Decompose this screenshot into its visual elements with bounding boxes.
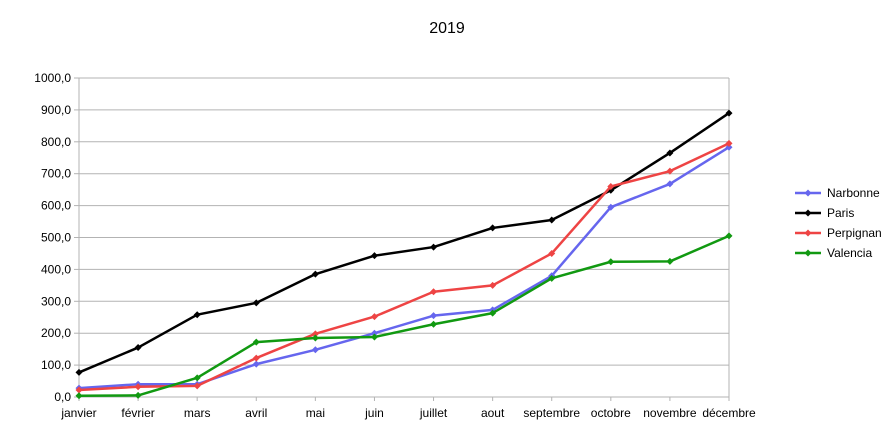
data-point-paris: [430, 243, 438, 251]
data-point-perpignan: [607, 182, 615, 190]
data-point-narbonne: [311, 346, 319, 354]
data-point-perpignan: [548, 249, 556, 257]
y-tick-label: 500,0: [41, 231, 71, 245]
x-tick-label: octobre: [591, 406, 631, 420]
data-point-paris: [193, 311, 201, 319]
data-point-valencia: [134, 391, 142, 399]
series-valencia: [75, 232, 733, 400]
y-tick-label: 1000,0: [34, 71, 71, 85]
data-point-narbonne: [252, 360, 260, 368]
data-point-valencia: [666, 257, 674, 265]
data-point-valencia: [311, 334, 319, 342]
y-tick-label: 600,0: [41, 199, 71, 213]
data-point-paris: [725, 109, 733, 117]
legend-entry-perpignan: Perpignan: [795, 226, 882, 240]
x-tick-label: décembre: [702, 406, 756, 420]
data-point-narbonne: [607, 203, 615, 211]
data-point-paris: [75, 368, 83, 376]
data-point-perpignan: [430, 288, 438, 296]
data-point-narbonne: [370, 329, 378, 337]
y-tick-label: 700,0: [41, 167, 71, 181]
series-paris: [75, 109, 733, 376]
legend-label: Paris: [827, 206, 854, 220]
data-point-paris: [311, 270, 319, 278]
data-point-valencia: [725, 232, 733, 240]
legend-entry-paris: Paris: [795, 206, 854, 220]
legend-entry-narbonne: Narbonne: [795, 186, 880, 200]
y-tick-label: 200,0: [41, 326, 71, 340]
legend-swatch-marker: [804, 249, 812, 257]
data-point-valencia: [252, 338, 260, 346]
data-point-perpignan: [666, 167, 674, 175]
data-point-valencia: [193, 374, 201, 382]
series-line-perpignan: [78, 142, 730, 392]
series-line-narbonne: [78, 146, 730, 390]
x-tick-label: janvier: [60, 406, 96, 420]
data-point-valencia: [548, 274, 556, 282]
data-point-perpignan: [252, 354, 260, 362]
y-tick-label: 900,0: [41, 103, 71, 117]
y-tick-label: 300,0: [41, 294, 71, 308]
legend-swatch-marker: [804, 209, 812, 217]
legend-label: Valencia: [827, 246, 872, 260]
data-point-perpignan: [75, 386, 83, 394]
chart-title: 2019: [429, 20, 465, 37]
x-tick-label: aout: [481, 406, 505, 420]
data-point-narbonne: [430, 312, 438, 320]
x-tick-label: septembre: [523, 406, 580, 420]
x-tick-label: avril: [245, 406, 267, 420]
x-tick-label: juin: [364, 406, 384, 420]
data-point-paris: [666, 149, 674, 157]
data-point-perpignan: [725, 139, 733, 147]
series-line-valencia: [78, 234, 730, 397]
data-point-paris: [134, 344, 142, 352]
legend-swatch-marker: [804, 189, 812, 197]
data-point-perpignan: [134, 383, 142, 391]
legend-label: Narbonne: [827, 186, 880, 200]
data-point-narbonne: [666, 180, 674, 188]
data-point-perpignan: [489, 281, 497, 289]
data-point-valencia: [607, 258, 615, 266]
data-point-valencia: [430, 320, 438, 328]
data-point-perpignan: [311, 330, 319, 338]
data-point-perpignan: [370, 313, 378, 321]
x-tick-label: mars: [184, 406, 211, 420]
data-point-paris: [370, 252, 378, 260]
data-point-paris: [548, 216, 556, 224]
y-tick-label: 400,0: [41, 262, 71, 276]
x-tick-label: février: [121, 406, 154, 420]
legend-label: Perpignan: [827, 226, 882, 240]
x-tick-label: novembre: [643, 406, 697, 420]
series-perpignan: [75, 139, 733, 394]
legend-swatch-marker: [804, 229, 812, 237]
x-tick-label: mai: [306, 406, 325, 420]
legend-entry-valencia: Valencia: [795, 246, 872, 260]
x-tick-label: juillet: [419, 406, 448, 420]
data-point-valencia: [489, 309, 497, 317]
y-tick-label: 100,0: [41, 358, 71, 372]
data-point-perpignan: [193, 382, 201, 390]
data-point-valencia: [370, 333, 378, 341]
data-point-valencia: [75, 392, 83, 400]
data-point-paris: [252, 299, 260, 307]
y-tick-label: 0,0: [54, 390, 71, 404]
y-tick-label: 800,0: [41, 135, 71, 149]
data-point-paris: [489, 224, 497, 232]
